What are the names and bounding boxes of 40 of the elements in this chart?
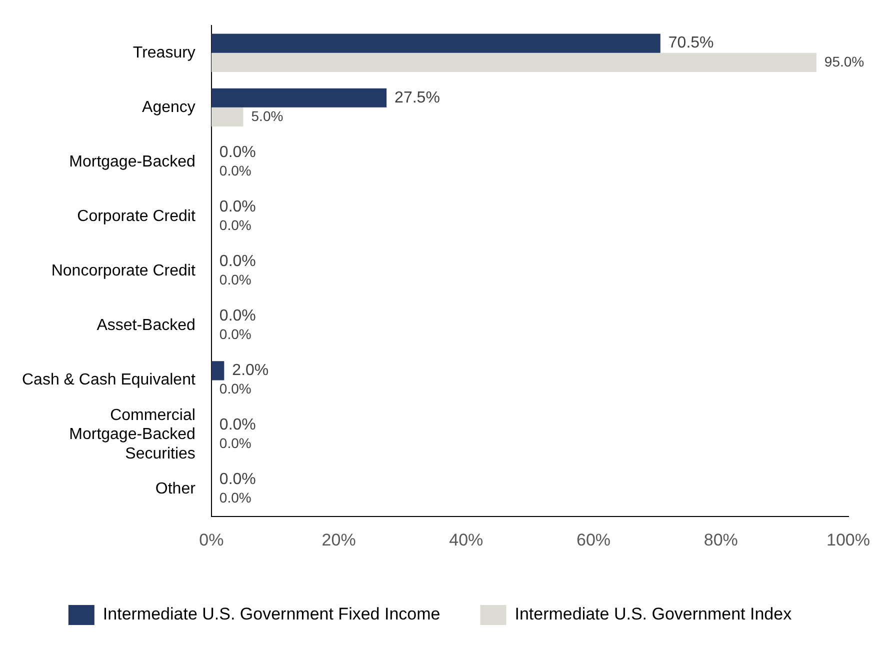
x-tick-label: 100%: [826, 530, 870, 550]
x-tick-label: 60%: [576, 530, 611, 550]
y-tick-label: Corporate Credit: [77, 208, 196, 225]
bar: [211, 88, 387, 108]
data-label: 0.0%: [219, 272, 252, 288]
bar: [211, 34, 660, 53]
y-tick-label: Commercial Mortgage-Backed Securities: [69, 406, 196, 462]
data-label: 0.0%: [219, 144, 256, 161]
legend-label: Intermediate U.S. Government Fixed Income: [102, 604, 440, 624]
bar: [211, 107, 244, 127]
bar: [211, 52, 816, 72]
data-label: 0.0%: [219, 198, 256, 216]
data-label: 2.0%: [232, 362, 269, 380]
data-label: 5.0%: [251, 108, 284, 124]
data-label: 0.0%: [219, 435, 252, 452]
x-tick-label: 80%: [704, 530, 738, 550]
data-label: 0.0%: [219, 326, 252, 342]
data-label: 95.0%: [824, 53, 864, 70]
data-label: 70.5%: [668, 34, 714, 52]
data-label: 0.0%: [219, 162, 252, 178]
x-tick-label: 40%: [449, 530, 484, 550]
data-label: 0.0%: [219, 416, 256, 434]
data-label: 0.0%: [219, 490, 252, 506]
y-tick-label: Asset-Backed: [96, 317, 196, 334]
bar: [211, 361, 224, 380]
y-tick-label: Cash & Cash Equivalent: [22, 372, 196, 389]
legend-label: Intermediate U.S. Government Index: [514, 604, 792, 624]
y-tick-label: Agency: [142, 98, 196, 116]
data-label: 0.0%: [219, 216, 252, 233]
x-tick-label: 20%: [322, 530, 356, 550]
y-tick-label: Other: [155, 480, 196, 498]
y-tick-label: Treasury: [132, 44, 196, 62]
data-label: 27.5%: [394, 89, 440, 106]
data-label: 0.0%: [219, 380, 252, 397]
y-tick-label: Noncorporate Credit: [51, 262, 196, 280]
data-label: 0.0%: [219, 308, 256, 325]
y-tick-label: Mortgage-Backed: [69, 153, 196, 170]
x-tick-label: 0%: [199, 530, 224, 550]
data-label: 0.0%: [219, 471, 256, 488]
data-label: 0.0%: [219, 252, 256, 270]
